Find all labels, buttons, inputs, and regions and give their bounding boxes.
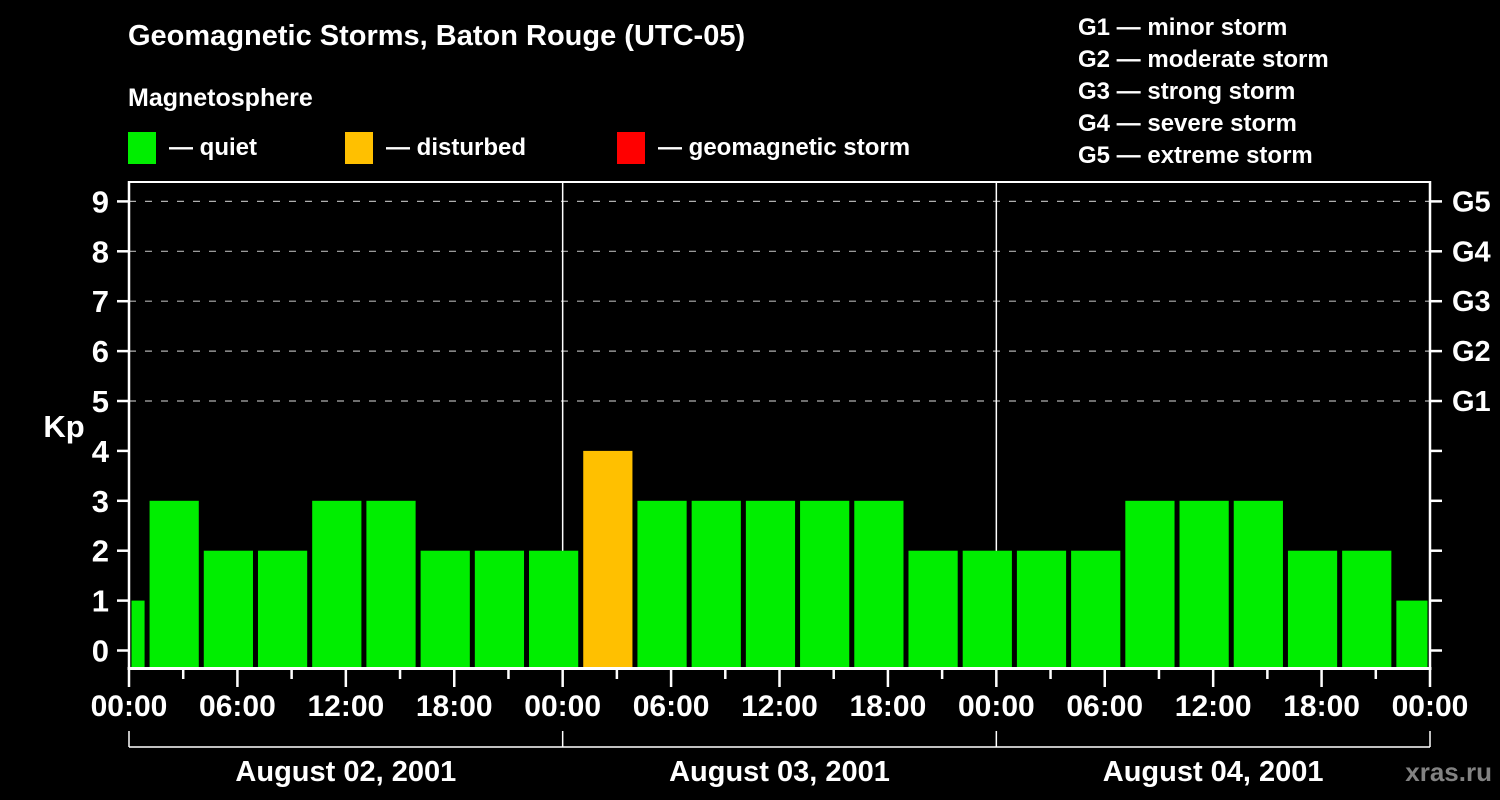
x-tick-label: 12:00 <box>307 690 384 723</box>
x-tick-label: 12:00 <box>1175 690 1252 723</box>
y-tick-label-5: 5 <box>92 384 109 419</box>
kp-bar-quiet <box>1233 500 1283 670</box>
x-tick-label: 06:00 <box>199 690 276 723</box>
x-tick-label: 00:00 <box>958 690 1035 723</box>
quiet-color-swatch <box>128 132 156 164</box>
storm-scale-g4: G4 — severe storm <box>1078 110 1297 137</box>
kp-bar-quiet <box>908 550 958 670</box>
y-tick-label-4: 4 <box>92 434 110 469</box>
kp-bar-quiet <box>1016 550 1067 670</box>
kp-bar-quiet <box>691 500 741 670</box>
date-label: August 02, 2001 <box>235 756 456 788</box>
subtitle-magnetosphere: Magnetosphere <box>128 84 313 112</box>
kp-bar-quiet <box>637 500 687 670</box>
kp-bar-quiet <box>366 500 416 670</box>
kp-bar-quiet <box>529 550 579 670</box>
x-tick-label: 18:00 <box>416 690 493 723</box>
y-tick-label-1: 1 <box>92 584 109 619</box>
kp-bar-quiet <box>1396 600 1428 670</box>
y-tick-label-3: 3 <box>92 484 109 519</box>
right-axis-label-g2: G2 <box>1452 336 1491 368</box>
kp-bar-quiet <box>962 550 1012 670</box>
kp-bar-quiet <box>800 500 850 670</box>
kp-bar-quiet <box>1287 550 1338 670</box>
page-title: Geomagnetic Storms, Baton Rouge (UTC-05) <box>128 20 746 52</box>
kp-bar-disturbed <box>583 450 633 670</box>
kp-bar-quiet <box>854 500 904 670</box>
right-axis-label-g3: G3 <box>1452 286 1491 318</box>
storm-scale-legend: G1 — minor storm G2 — moderate storm G3 … <box>1078 12 1329 172</box>
kp-bar-quiet <box>1125 500 1175 670</box>
kp-bar-quiet <box>1071 550 1121 670</box>
x-tick-label: 12:00 <box>741 690 818 723</box>
kp-bar-quiet <box>257 550 308 670</box>
y-tick-label-7: 7 <box>92 284 109 319</box>
y-axis-title: Kp <box>43 409 84 444</box>
x-tick-label: 06:00 <box>1066 690 1143 723</box>
storm-color-swatch <box>617 132 645 164</box>
x-tick-label: 00:00 <box>524 690 601 723</box>
right-axis-label-g1: G1 <box>1452 386 1491 418</box>
kp-bar-quiet <box>474 550 525 670</box>
kp-bar-quiet <box>745 500 796 670</box>
y-tick-label-8: 8 <box>92 234 109 269</box>
xras-watermark: xras.ru <box>1405 757 1492 787</box>
kp-bar-quiet <box>1342 550 1392 670</box>
storm-scale-g5: G5 — extreme storm <box>1078 142 1313 169</box>
y-tick-label-9: 9 <box>92 184 109 219</box>
legend-label-disturbed: — disturbed <box>386 134 527 161</box>
disturbed-color-swatch <box>345 132 373 164</box>
storm-scale-g1: G1 — minor storm <box>1078 14 1288 41</box>
date-label: August 03, 2001 <box>669 756 890 788</box>
kp-bar-quiet <box>1179 500 1229 670</box>
y-tick-label-0: 0 <box>92 634 109 669</box>
x-tick-label: 18:00 <box>850 690 927 723</box>
legend-label-storm: — geomagnetic storm <box>658 134 911 161</box>
kp-bar-quiet <box>149 500 199 670</box>
kp-bar-quiet <box>203 550 253 670</box>
kp-bar-quiet <box>420 550 470 670</box>
storm-scale-g3: G3 — strong storm <box>1078 78 1296 105</box>
kp-bar-quiet <box>312 500 362 670</box>
legend-label-quiet: — quiet <box>169 134 257 161</box>
legend-item-storm: — geomagnetic storm <box>617 131 910 165</box>
kp-bar-quiet <box>131 600 145 670</box>
x-tick-label: 06:00 <box>633 690 710 723</box>
storm-scale-g2: G2 — moderate storm <box>1078 46 1329 73</box>
y-tick-label-6: 6 <box>92 334 109 369</box>
x-tick-label: 18:00 <box>1283 690 1360 723</box>
x-tick-label: 00:00 <box>91 690 168 723</box>
legend-item-disturbed: — disturbed <box>345 131 526 165</box>
right-axis-label-g5: G5 <box>1452 186 1491 218</box>
x-tick-label: 00:00 <box>1392 690 1469 723</box>
date-label: August 04, 2001 <box>1103 756 1324 788</box>
right-axis-label-g4: G4 <box>1452 236 1491 268</box>
y-tick-label-2: 2 <box>92 534 109 569</box>
legend-item-quiet: — quiet <box>128 131 257 165</box>
